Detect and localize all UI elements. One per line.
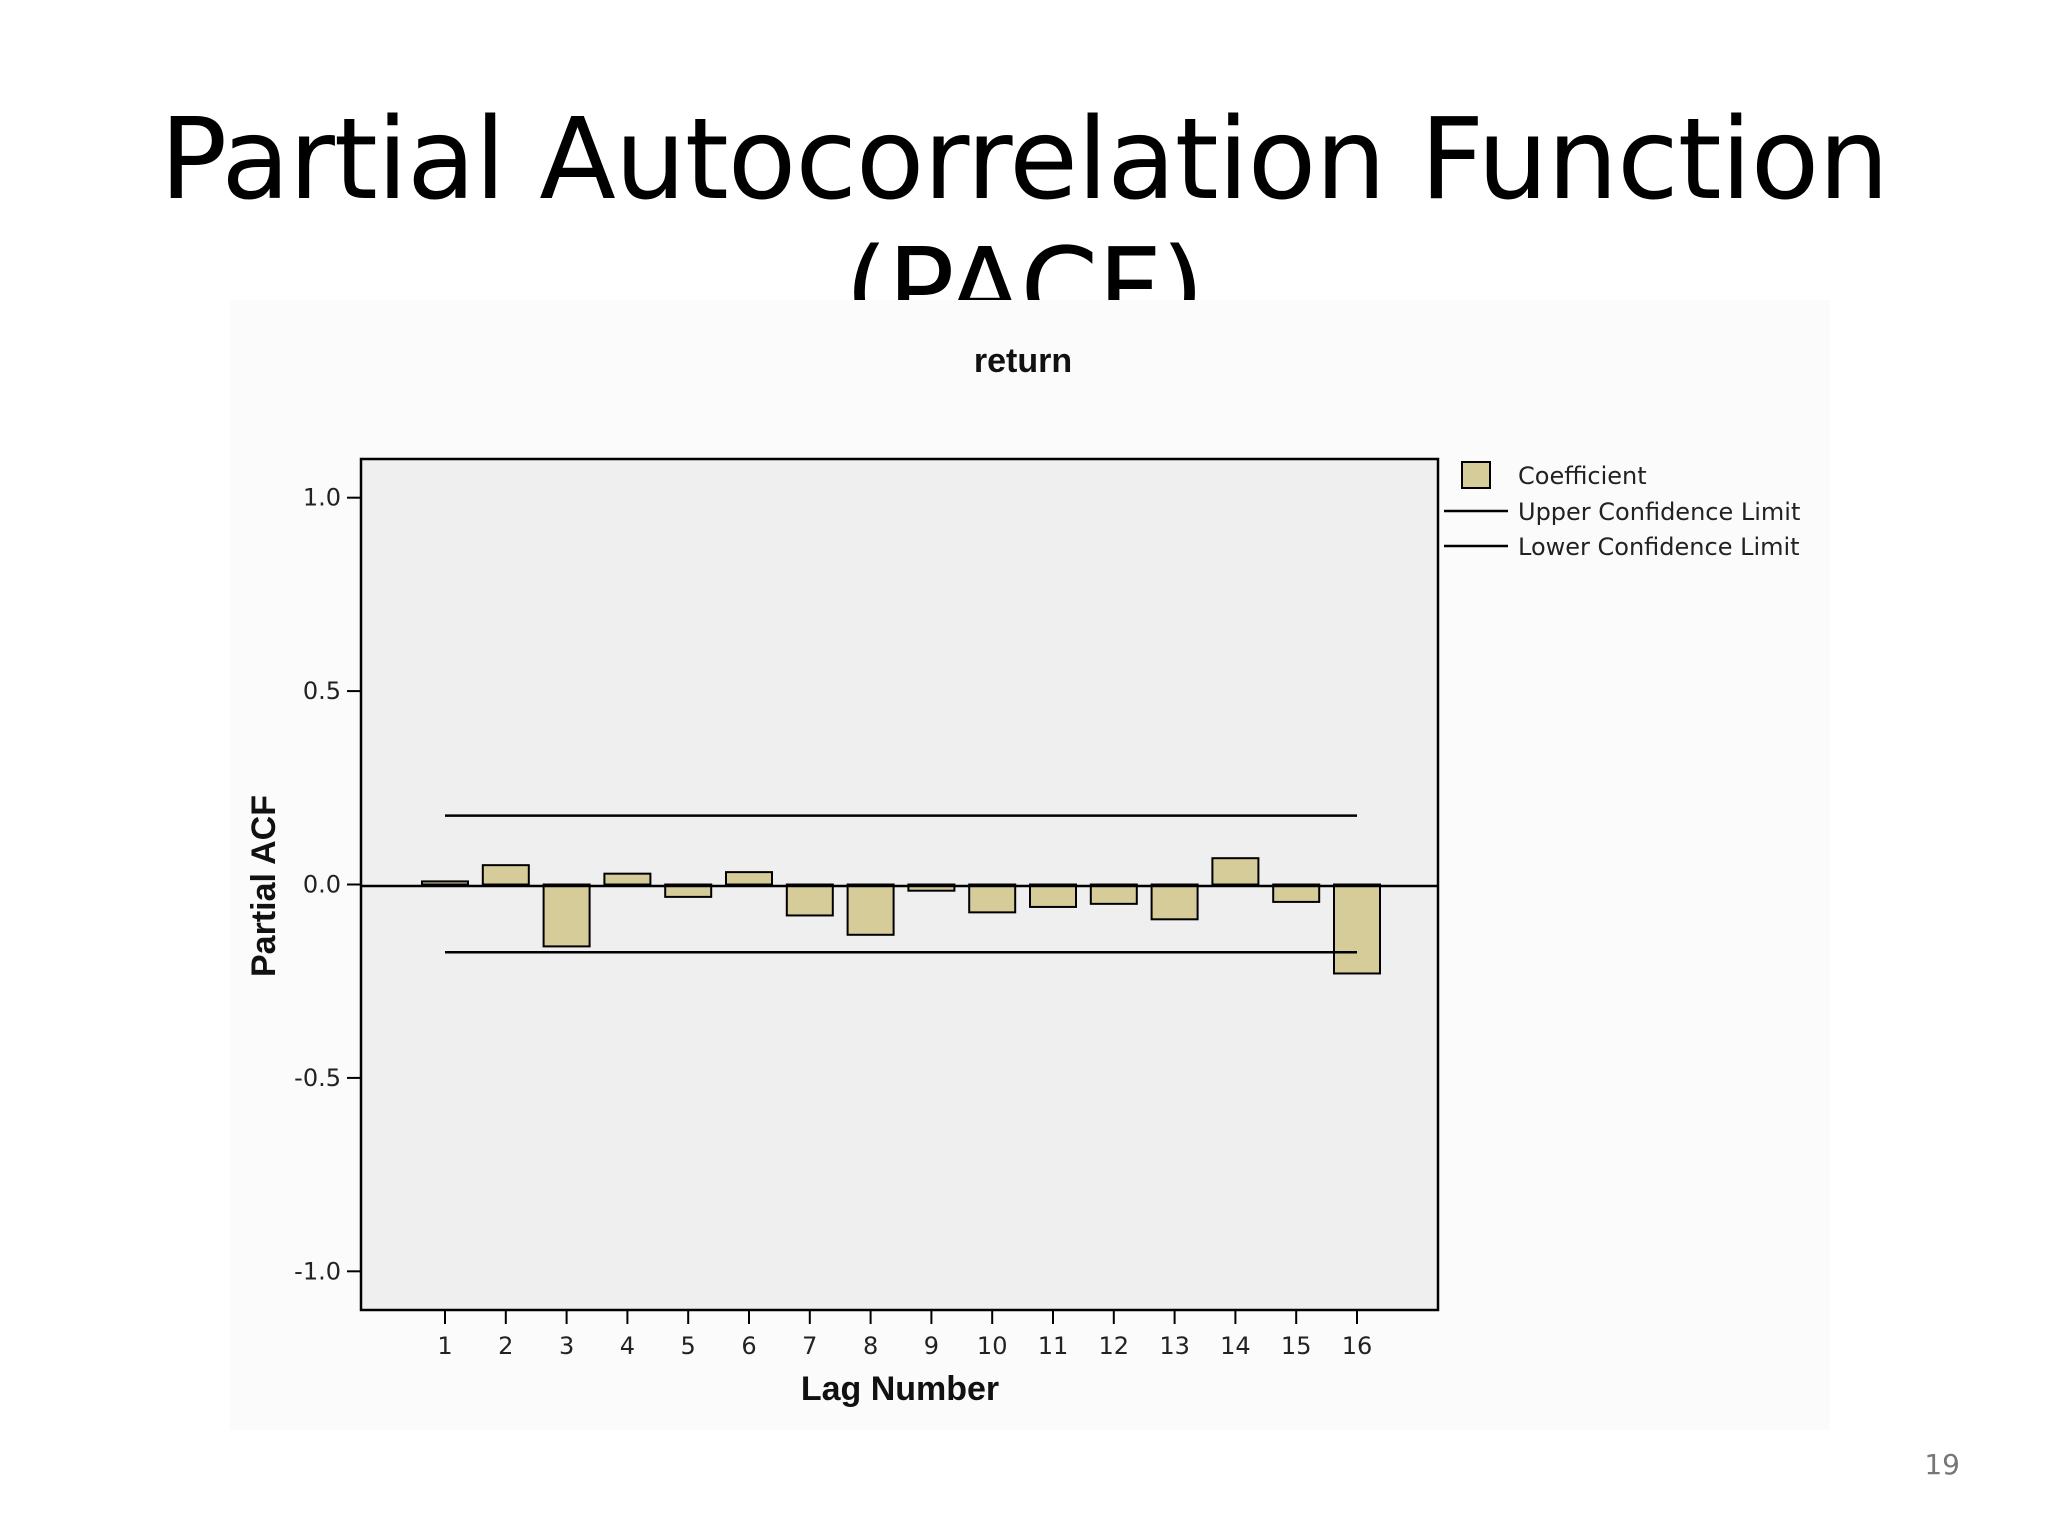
bar-lag-4 [603, 872, 652, 886]
x-tick-label: 8 [863, 1332, 878, 1360]
bars [421, 857, 1381, 975]
bar-lag-10 [968, 883, 1017, 914]
x-axis-title: Lag Number [801, 1370, 999, 1408]
x-tick-label: 9 [924, 1332, 939, 1360]
x-tick-label: 7 [802, 1332, 817, 1360]
bar-lag-14 [1211, 857, 1260, 886]
x-tick-label: 13 [1159, 1332, 1190, 1360]
x-tick-label: 3 [559, 1332, 574, 1360]
y-tick-label: 0.5 [303, 677, 341, 705]
page-number: 19 [1924, 1448, 1960, 1481]
x-tick-label: 1 [437, 1332, 452, 1360]
legend-label-upper: Upper Confidence Limit [1518, 498, 1800, 526]
legend-label-lower: Lower Confidence Limit [1518, 533, 1800, 561]
bar-lag-2 [481, 864, 530, 886]
bar-lag-13 [1150, 883, 1199, 921]
x-tick-label: 5 [681, 1332, 696, 1360]
bar-lag-5 [664, 883, 713, 898]
bar-lag-9 [907, 883, 956, 892]
x-tick-label: 6 [741, 1332, 756, 1360]
y-tick-label: -1.0 [294, 1257, 341, 1285]
x-tick-label: 14 [1220, 1332, 1251, 1360]
bar-lag-6 [725, 871, 773, 886]
bar-lag-11 [1029, 883, 1077, 908]
y-tick-label: -0.5 [294, 1064, 341, 1092]
x-tick-label: 15 [1281, 1332, 1312, 1360]
x-tick-label: 10 [977, 1332, 1008, 1360]
y-tick-label: 0.0 [303, 871, 341, 899]
x-tick-label: 4 [620, 1332, 635, 1360]
confidence-lines [445, 814, 1357, 954]
x-tick-label: 11 [1038, 1332, 1069, 1360]
bar-lag-16 [1333, 883, 1381, 975]
x-axis-ticks: 1 2 3 4 5 6 7 8 9 10 11 12 13 14 15 16 [437, 1310, 1372, 1360]
y-axis-title: Partial ACF [245, 795, 283, 977]
bar-lag-15 [1272, 883, 1321, 903]
legend: Coefficient Upper Confidence Limit Lower… [1444, 461, 1800, 561]
bar-lag-7 [785, 883, 834, 917]
legend-swatch-coefficient [1461, 461, 1491, 489]
bar-lag-8 [846, 883, 895, 936]
x-tick-label: 2 [498, 1332, 513, 1360]
bar-lag-1 [421, 880, 469, 886]
bar-lag-3 [542, 883, 591, 948]
legend-label-coefficient: Coefficient [1518, 462, 1647, 490]
y-tick-label: 1.0 [303, 484, 341, 512]
x-tick-label: 12 [1099, 1332, 1130, 1360]
bar-lag-12 [1089, 883, 1138, 905]
slide-title: Partial Autocorrelation Function (PACF) [159, 95, 1890, 355]
chart-title: return [974, 342, 1072, 380]
x-tick-label: 16 [1342, 1332, 1373, 1360]
y-axis-ticks: -1.0 -0.5 0.0 0.5 1.0 [294, 484, 361, 1285]
